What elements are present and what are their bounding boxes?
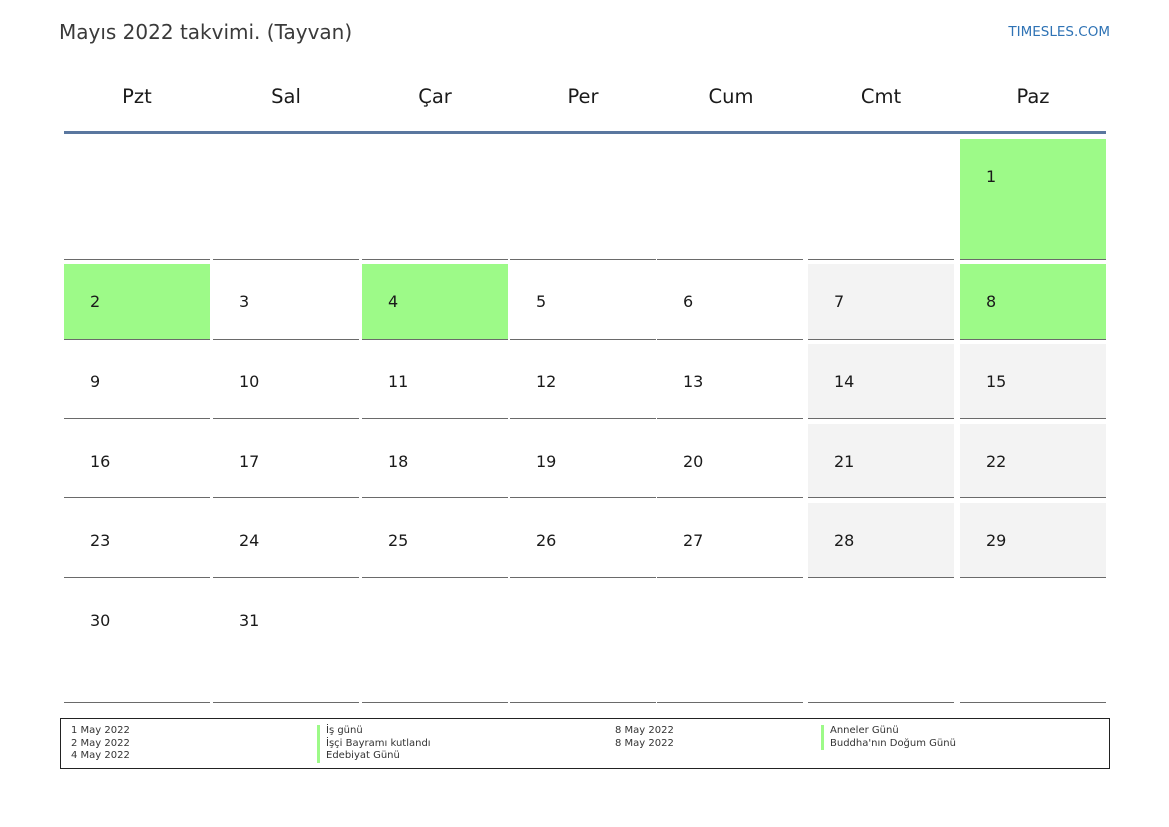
day-cell: 28 [808,503,954,578]
legend-holiday-name: Buddha'nın Doğum Günü [821,737,956,750]
day-number: 12 [536,372,557,391]
day-number: 21 [834,452,855,471]
day-number: 3 [239,292,250,311]
weekday-wed: Çar [418,85,452,108]
day-cell: 9 [64,344,210,419]
day-cell: 16 [64,424,210,498]
day-number: 1 [986,167,997,186]
empty-day-cell [808,583,954,703]
day-number: 8 [986,292,997,311]
day-cell: 12 [510,344,656,419]
legend-holiday-name: Edebiyat Günü [317,750,431,763]
legend-date: 4 May 2022 [71,750,130,761]
weekday-sat: Cmt [860,85,902,108]
day-cell: 11 [362,344,508,419]
day-number: 10 [239,372,260,391]
legend-dates-left: 1 May 2022 2 May 2022 4 May 2022 [71,725,130,763]
weekday-thu: Per [567,85,599,108]
day-cell: 20 [657,424,803,498]
day-number: 13 [683,372,704,391]
day-cell: 3 [213,264,359,340]
day-cell: 31 [213,583,359,703]
legend-date: 2 May 2022 [71,737,130,749]
legend-dates-right: 8 May 2022 8 May 2022 [615,725,674,750]
day-number: 4 [388,292,399,311]
legend-names-right: Anneler Günü Buddha'nın Doğum Günü [821,725,956,750]
day-cell: 5 [510,264,656,340]
day-cell: 1 [960,139,1106,260]
day-number: 23 [90,531,111,550]
day-number: 19 [536,452,557,471]
day-cell: 15 [960,344,1106,419]
day-cell: 7 [808,264,954,340]
empty-day-cell [64,139,210,260]
day-cell: 6 [657,264,803,340]
day-number: 16 [90,452,111,471]
day-number: 6 [683,292,694,311]
day-cell: 26 [510,503,656,578]
day-number: 28 [834,531,855,550]
day-cell: 4 [362,264,508,340]
day-number: 18 [388,452,409,471]
empty-day-cell [510,139,656,260]
day-number: 20 [683,452,704,471]
empty-day-cell [657,583,803,703]
weekday-fri: Cum [708,85,754,108]
legend-names-left: İş günü İşçi Bayramı kutlandı Edebiyat G… [317,725,431,763]
page-title: Mayıs 2022 takvimi. (Tayvan) [59,20,353,44]
day-cell: 13 [657,344,803,419]
day-number: 14 [834,372,855,391]
day-cell: 22 [960,424,1106,498]
weekday-mon: Pzt [122,85,152,108]
day-cell: 14 [808,344,954,419]
day-cell: 23 [64,503,210,578]
weekday-sun: Paz [1016,85,1050,108]
day-number: 26 [536,531,557,550]
day-cell: 18 [362,424,508,498]
weekday-tue: Sal [271,85,301,108]
empty-day-cell [213,139,359,260]
day-cell: 19 [510,424,656,498]
day-number: 11 [388,372,409,391]
holiday-legend: 1 May 2022 2 May 2022 4 May 2022 İş günü… [60,718,1110,769]
day-number: 22 [986,452,1007,471]
day-cell: 29 [960,503,1106,578]
day-number: 27 [683,531,704,550]
day-number: 25 [388,531,409,550]
empty-day-cell [960,583,1106,703]
legend-date: 1 May 2022 [71,725,130,736]
header-rule [64,131,1106,134]
day-number: 9 [90,372,101,391]
day-number: 30 [90,611,111,630]
day-cell: 2 [64,264,210,340]
legend-date: 8 May 2022 [615,737,674,749]
brand-link[interactable]: TIMESLES.COM [1008,24,1110,40]
empty-day-cell [362,583,508,703]
day-cell: 25 [362,503,508,578]
legend-holiday-name: İş günü [317,725,431,738]
day-cell: 8 [960,264,1106,340]
empty-day-cell [657,139,803,260]
day-number: 2 [90,292,101,311]
legend-date: 8 May 2022 [615,725,674,736]
day-number: 7 [834,292,845,311]
day-cell: 10 [213,344,359,419]
day-number: 15 [986,372,1007,391]
weekday-header: Pzt Sal Çar Per Cum Cmt Paz [64,85,1106,115]
day-number: 31 [239,611,260,630]
day-number: 29 [986,531,1007,550]
day-cell: 24 [213,503,359,578]
legend-holiday-name: Anneler Günü [821,725,956,738]
day-number: 5 [536,292,547,311]
empty-day-cell [362,139,508,260]
day-number: 24 [239,531,260,550]
day-number: 17 [239,452,260,471]
legend-holiday-name: İşçi Bayramı kutlandı [317,737,431,750]
day-cell: 30 [64,583,210,703]
day-cell: 27 [657,503,803,578]
empty-day-cell [510,583,656,703]
day-cell: 21 [808,424,954,498]
day-cell: 17 [213,424,359,498]
empty-day-cell [808,139,954,260]
